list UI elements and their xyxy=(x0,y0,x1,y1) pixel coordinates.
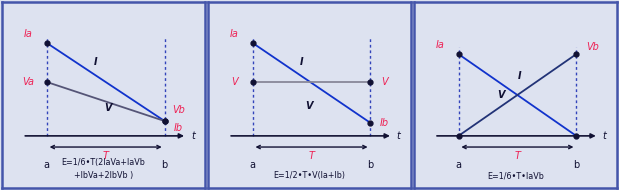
Text: V: V xyxy=(306,101,313,111)
Text: V: V xyxy=(498,90,505,100)
Text: Ia: Ia xyxy=(436,40,444,50)
Text: b: b xyxy=(162,160,168,170)
Text: I: I xyxy=(517,71,521,82)
Text: b: b xyxy=(367,160,373,170)
Text: V: V xyxy=(104,103,111,113)
Text: T: T xyxy=(308,151,314,161)
Text: V: V xyxy=(231,77,238,87)
Text: Va: Va xyxy=(22,77,35,87)
Text: Ib: Ib xyxy=(380,118,389,128)
Text: I: I xyxy=(300,57,303,66)
Text: Vb: Vb xyxy=(172,105,185,115)
Text: E=1/2•T•V(Ia+Ib): E=1/2•T•V(Ia+Ib) xyxy=(274,172,345,180)
Text: V: V xyxy=(381,77,388,87)
Text: a: a xyxy=(44,160,50,170)
Text: Ia: Ia xyxy=(24,29,33,39)
Text: t: t xyxy=(397,131,400,141)
Text: Ia: Ia xyxy=(230,29,239,39)
Text: T: T xyxy=(514,151,521,161)
Text: t: t xyxy=(191,131,195,141)
Text: b: b xyxy=(573,160,579,170)
Text: +IbVa+2IbVb ): +IbVa+2IbVb ) xyxy=(74,172,133,180)
Text: a: a xyxy=(456,160,462,170)
Text: I: I xyxy=(93,57,97,66)
Text: Vb: Vb xyxy=(586,42,599,52)
Text: Ib: Ib xyxy=(174,124,183,133)
Text: t: t xyxy=(603,131,607,141)
Text: T: T xyxy=(103,151,109,161)
Text: a: a xyxy=(249,160,256,170)
Text: E=1/6•T(2IaVa+IaVb: E=1/6•T(2IaVa+IaVb xyxy=(62,158,145,167)
Text: E=1/6•T•IaVb: E=1/6•T•IaVb xyxy=(487,172,544,180)
